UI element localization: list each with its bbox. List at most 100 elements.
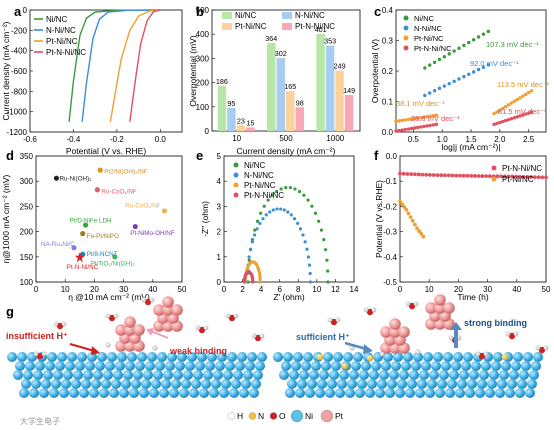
data-point bbox=[447, 81, 451, 86]
data-point bbox=[250, 237, 254, 242]
ni-atom bbox=[233, 370, 243, 380]
bar bbox=[286, 91, 295, 131]
ni-atom bbox=[129, 388, 139, 398]
ni-atom bbox=[347, 379, 357, 389]
ni-atom bbox=[431, 361, 441, 371]
data-point bbox=[308, 271, 312, 276]
x-tick-label: 10 bbox=[425, 285, 434, 294]
ni-atom bbox=[407, 379, 417, 389]
bar bbox=[227, 108, 236, 131]
panel-b-legend: Ni/NC N-Ni/NC Pt-Ni/NC Pt-N-Ni/NC bbox=[222, 11, 335, 31]
panel-a-ylabel: Current density (mA cm⁻²) bbox=[1, 21, 11, 120]
data-point bbox=[416, 125, 420, 130]
ni-atom bbox=[333, 352, 343, 362]
water-molecules bbox=[33, 297, 549, 360]
panel-label-d: d bbox=[6, 148, 14, 163]
pt-atom bbox=[389, 326, 401, 338]
ni-atom bbox=[423, 352, 433, 362]
ni-atom bbox=[325, 388, 335, 398]
ni-atom bbox=[393, 352, 403, 362]
ni-atom bbox=[19, 388, 29, 398]
ni-atom bbox=[15, 361, 25, 371]
ni-atom bbox=[119, 388, 129, 398]
ni-atom bbox=[243, 370, 253, 380]
data-point bbox=[247, 258, 251, 262]
ni-atom bbox=[463, 352, 473, 362]
data-point bbox=[452, 79, 456, 84]
h-atom bbox=[543, 345, 549, 351]
legend-swatch bbox=[282, 12, 292, 19]
ni-atom bbox=[25, 361, 35, 371]
bar-value-label: 353 bbox=[324, 37, 336, 46]
ni-atom bbox=[189, 388, 199, 398]
x-tick-label: 1.5 bbox=[465, 135, 477, 144]
x-tick-label: 0 bbox=[222, 285, 227, 294]
series-line bbox=[109, 9, 161, 122]
ni-atom bbox=[101, 379, 111, 389]
data-point bbox=[416, 116, 420, 120]
ni-atom bbox=[327, 379, 337, 389]
data-point bbox=[307, 263, 312, 267]
o-atom bbox=[228, 314, 236, 322]
ni-atom bbox=[415, 388, 425, 398]
o-atom bbox=[366, 308, 374, 316]
y-tick-label: -0.3 bbox=[383, 228, 397, 237]
ni-atom bbox=[391, 361, 401, 371]
ni-atom bbox=[51, 379, 61, 389]
panel-f-ylabel: Potential (V vs.RHE) bbox=[374, 180, 384, 258]
data-point bbox=[476, 67, 481, 72]
ni-atom bbox=[517, 379, 527, 389]
legend-marker bbox=[491, 176, 497, 182]
ni-atom bbox=[317, 379, 327, 389]
data-point bbox=[506, 174, 511, 179]
ni-atom bbox=[35, 361, 45, 371]
ni-atom bbox=[491, 361, 501, 371]
ni-atom bbox=[165, 361, 175, 371]
data-point bbox=[258, 221, 262, 225]
ni-atom bbox=[335, 388, 345, 398]
data-point bbox=[255, 227, 259, 231]
ni-atom bbox=[437, 379, 447, 389]
pt-clusters bbox=[115, 294, 509, 370]
ni-atom bbox=[191, 379, 201, 389]
ni-atom bbox=[61, 379, 71, 389]
data-point bbox=[526, 111, 531, 115]
ni-atom bbox=[307, 379, 317, 389]
ni-atom bbox=[57, 352, 67, 362]
ni-atom bbox=[141, 379, 151, 389]
pt-atom bbox=[162, 296, 174, 308]
ni-atom bbox=[449, 370, 459, 380]
data-point bbox=[317, 219, 321, 223]
ni-atom bbox=[143, 370, 153, 380]
ni-atom bbox=[375, 388, 385, 398]
legend-marker bbox=[403, 45, 409, 51]
ni-atom bbox=[137, 352, 147, 362]
bar-value-label: 186 bbox=[216, 77, 228, 86]
panel-b-ticks: 0 100 200 300 400 500 10 500 1000 bbox=[196, 6, 345, 143]
data-point bbox=[406, 211, 411, 216]
ni-atom bbox=[163, 370, 173, 380]
bar bbox=[276, 57, 285, 131]
panel-b-xlabel: Current density (mA cm⁻²) bbox=[237, 146, 336, 156]
data-point bbox=[302, 193, 306, 197]
legend-marker bbox=[233, 182, 239, 188]
bar bbox=[236, 125, 246, 131]
data-point bbox=[394, 119, 398, 124]
ni-atom bbox=[379, 370, 389, 380]
data-point bbox=[529, 89, 534, 93]
panel-c: c 0.5 1.0 1.5 2.0 2.5 0.0 0.1 0.2 0.3 0.4 107.3 m… bbox=[370, 4, 550, 152]
ni-atom bbox=[127, 352, 137, 362]
data-point bbox=[512, 116, 516, 120]
data-point bbox=[282, 208, 286, 212]
data-point bbox=[521, 174, 526, 179]
ni-atom bbox=[339, 370, 349, 380]
panel-label-e: e bbox=[196, 148, 203, 163]
ni-atom bbox=[323, 352, 333, 362]
data-point bbox=[71, 245, 77, 251]
data-point bbox=[524, 92, 528, 97]
x-tick-label: 8 bbox=[296, 285, 301, 294]
data-point bbox=[425, 114, 429, 119]
data-point bbox=[271, 208, 275, 212]
data-point bbox=[293, 187, 297, 191]
data-point bbox=[253, 228, 257, 232]
